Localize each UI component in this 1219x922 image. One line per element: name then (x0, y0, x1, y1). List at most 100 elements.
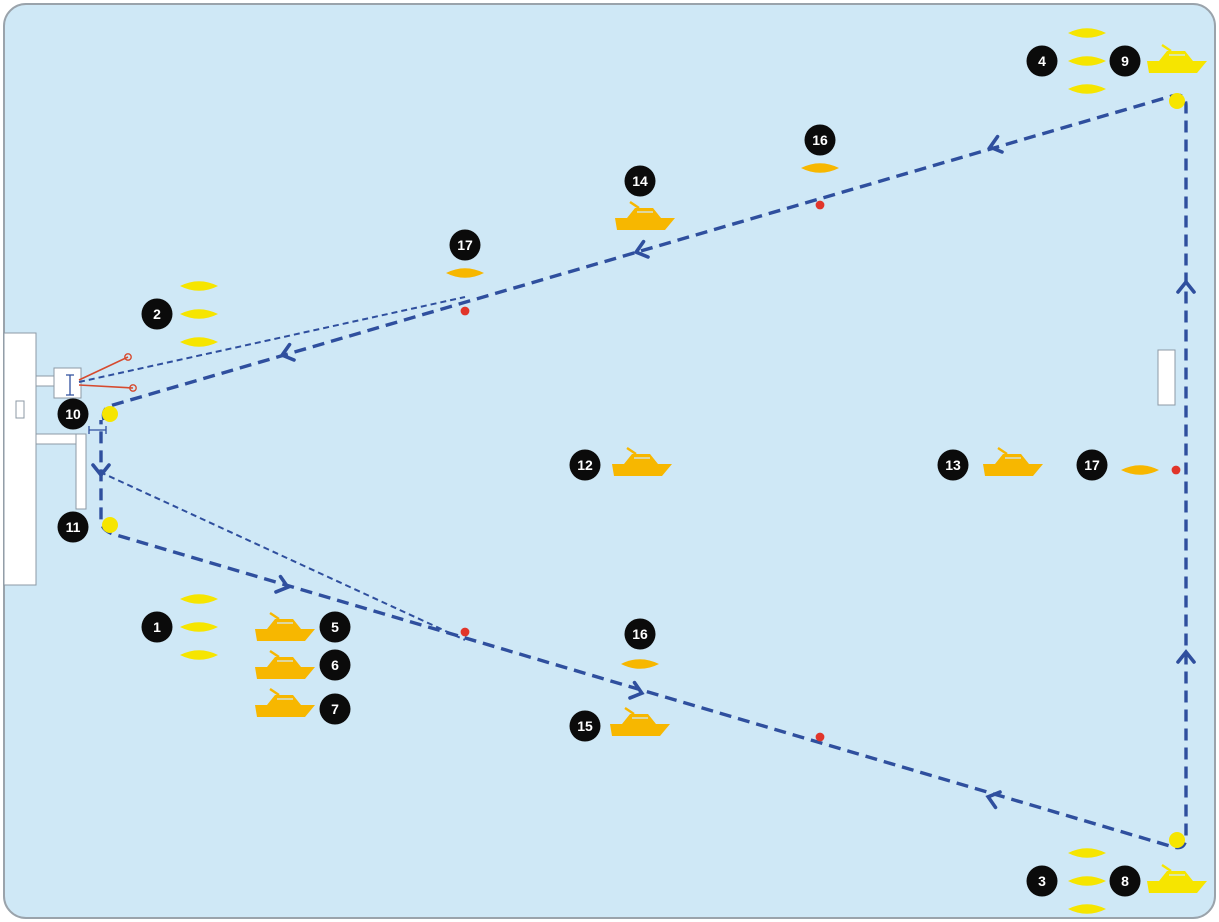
lens-marker-icon (801, 163, 839, 173)
right-platform (1157, 349, 1176, 406)
number-marker-label: 8 (1121, 873, 1129, 889)
black-circle-icon (1026, 45, 1058, 77)
number-marker-15: 15 (569, 710, 601, 742)
boat-cabin (995, 454, 1029, 464)
number-marker-label: 3 (1038, 873, 1046, 889)
shore-block (3, 332, 37, 586)
red-dot-icon (460, 627, 470, 637)
number-marker-label: 5 (331, 619, 339, 635)
number-marker-17: 17 (449, 229, 481, 261)
motorboat-icon (255, 650, 315, 679)
boat-mast (629, 201, 640, 209)
number-marker-4: 4 (1026, 45, 1058, 77)
boat-mast (1161, 864, 1172, 872)
lens-marker-icon (1068, 84, 1106, 94)
lens-marker-icon (180, 309, 218, 319)
red-dot-icon (460, 306, 470, 316)
lens-marker-icon (1068, 904, 1106, 914)
boat-mast (626, 447, 637, 455)
number-marker-16: 16 (804, 124, 836, 156)
red-dot-icon (815, 732, 825, 742)
boat-hull (1147, 61, 1207, 73)
sight-line (99, 471, 466, 641)
black-circle-icon (319, 693, 351, 725)
number-marker-5: 5 (319, 611, 351, 643)
boat-cabin (622, 714, 656, 724)
lens-marker-icon (180, 594, 218, 604)
red-dot-icon (1171, 465, 1181, 475)
boat-cabin (267, 619, 301, 629)
number-marker-label: 2 (153, 306, 161, 322)
black-circle-icon (57, 398, 89, 430)
corner-buoy (1169, 93, 1185, 109)
number-marker-1: 1 (141, 611, 173, 643)
lens-marker-icon (446, 268, 484, 278)
motorboat-icon (255, 612, 315, 641)
water-area (3, 3, 1216, 919)
black-circle-icon (569, 710, 601, 742)
lens-marker-icon (1068, 848, 1106, 858)
black-circle-icon (937, 449, 969, 481)
number-marker-label: 16 (632, 626, 648, 642)
boat-mast (997, 447, 1008, 455)
chevron-stroke (628, 680, 645, 700)
pull-line (78, 384, 134, 389)
number-marker-14: 14 (624, 165, 656, 197)
black-circle-icon (449, 229, 481, 261)
number-marker-9: 9 (1109, 45, 1141, 77)
number-marker-2: 2 (141, 298, 173, 330)
lens-marker-icon (621, 659, 659, 669)
motorboat-icon (1147, 44, 1207, 73)
number-marker-12: 12 (569, 449, 601, 481)
number-marker-label: 10 (65, 406, 81, 422)
chevron-stroke (279, 342, 296, 362)
black-circle-icon (804, 124, 836, 156)
corner-buoy (102, 517, 118, 533)
distance-bracket (88, 426, 107, 434)
lens-marker-icon (1068, 28, 1106, 38)
number-marker-11: 11 (57, 511, 89, 543)
number-marker-label: 12 (577, 457, 593, 473)
number-marker-10: 10 (57, 398, 89, 430)
boat-hull (612, 464, 672, 476)
number-marker-label: 6 (331, 657, 339, 673)
boat-mast (269, 612, 280, 620)
chevron-stroke (987, 134, 1004, 154)
boat-cabin (1159, 51, 1193, 61)
pier-leg (75, 433, 87, 510)
chevron-arrow-icon (1176, 279, 1196, 294)
sight-line (78, 296, 466, 383)
boat-cabin (1159, 871, 1193, 881)
boat-markers (255, 44, 1207, 893)
pull-line (78, 356, 129, 381)
number-marker-label: 17 (1084, 457, 1100, 473)
boat-cabin (267, 657, 301, 667)
black-circle-icon (569, 449, 601, 481)
number-marker-label: 1 (153, 619, 161, 635)
corner-buoy (1169, 832, 1185, 848)
black-circle-icon (141, 298, 173, 330)
shore-structures (3, 332, 1176, 586)
boat-hull (615, 218, 675, 230)
chevron-stroke (633, 239, 650, 259)
lens-marker-icon (1068, 56, 1106, 66)
chevron-stroke (1176, 279, 1196, 294)
chevron-arrow-icon (628, 680, 645, 700)
number-marker-16: 16 (624, 618, 656, 650)
water-background (3, 3, 1216, 919)
chevron-arrow-icon (633, 239, 650, 259)
black-circle-icon (57, 511, 89, 543)
boat-hull (255, 629, 315, 641)
number-marker-6: 6 (319, 649, 351, 681)
tower-bracket (66, 374, 74, 396)
number-marker-17: 17 (1076, 449, 1108, 481)
motorboat-icon (612, 447, 672, 476)
black-circle-icon (624, 618, 656, 650)
number-marker-label: 14 (632, 173, 648, 189)
number-marker-label: 16 (812, 132, 828, 148)
boat-cabin (624, 454, 658, 464)
shore-window (15, 400, 25, 419)
boat-cabin (267, 695, 301, 705)
number-marker-label: 15 (577, 718, 593, 734)
